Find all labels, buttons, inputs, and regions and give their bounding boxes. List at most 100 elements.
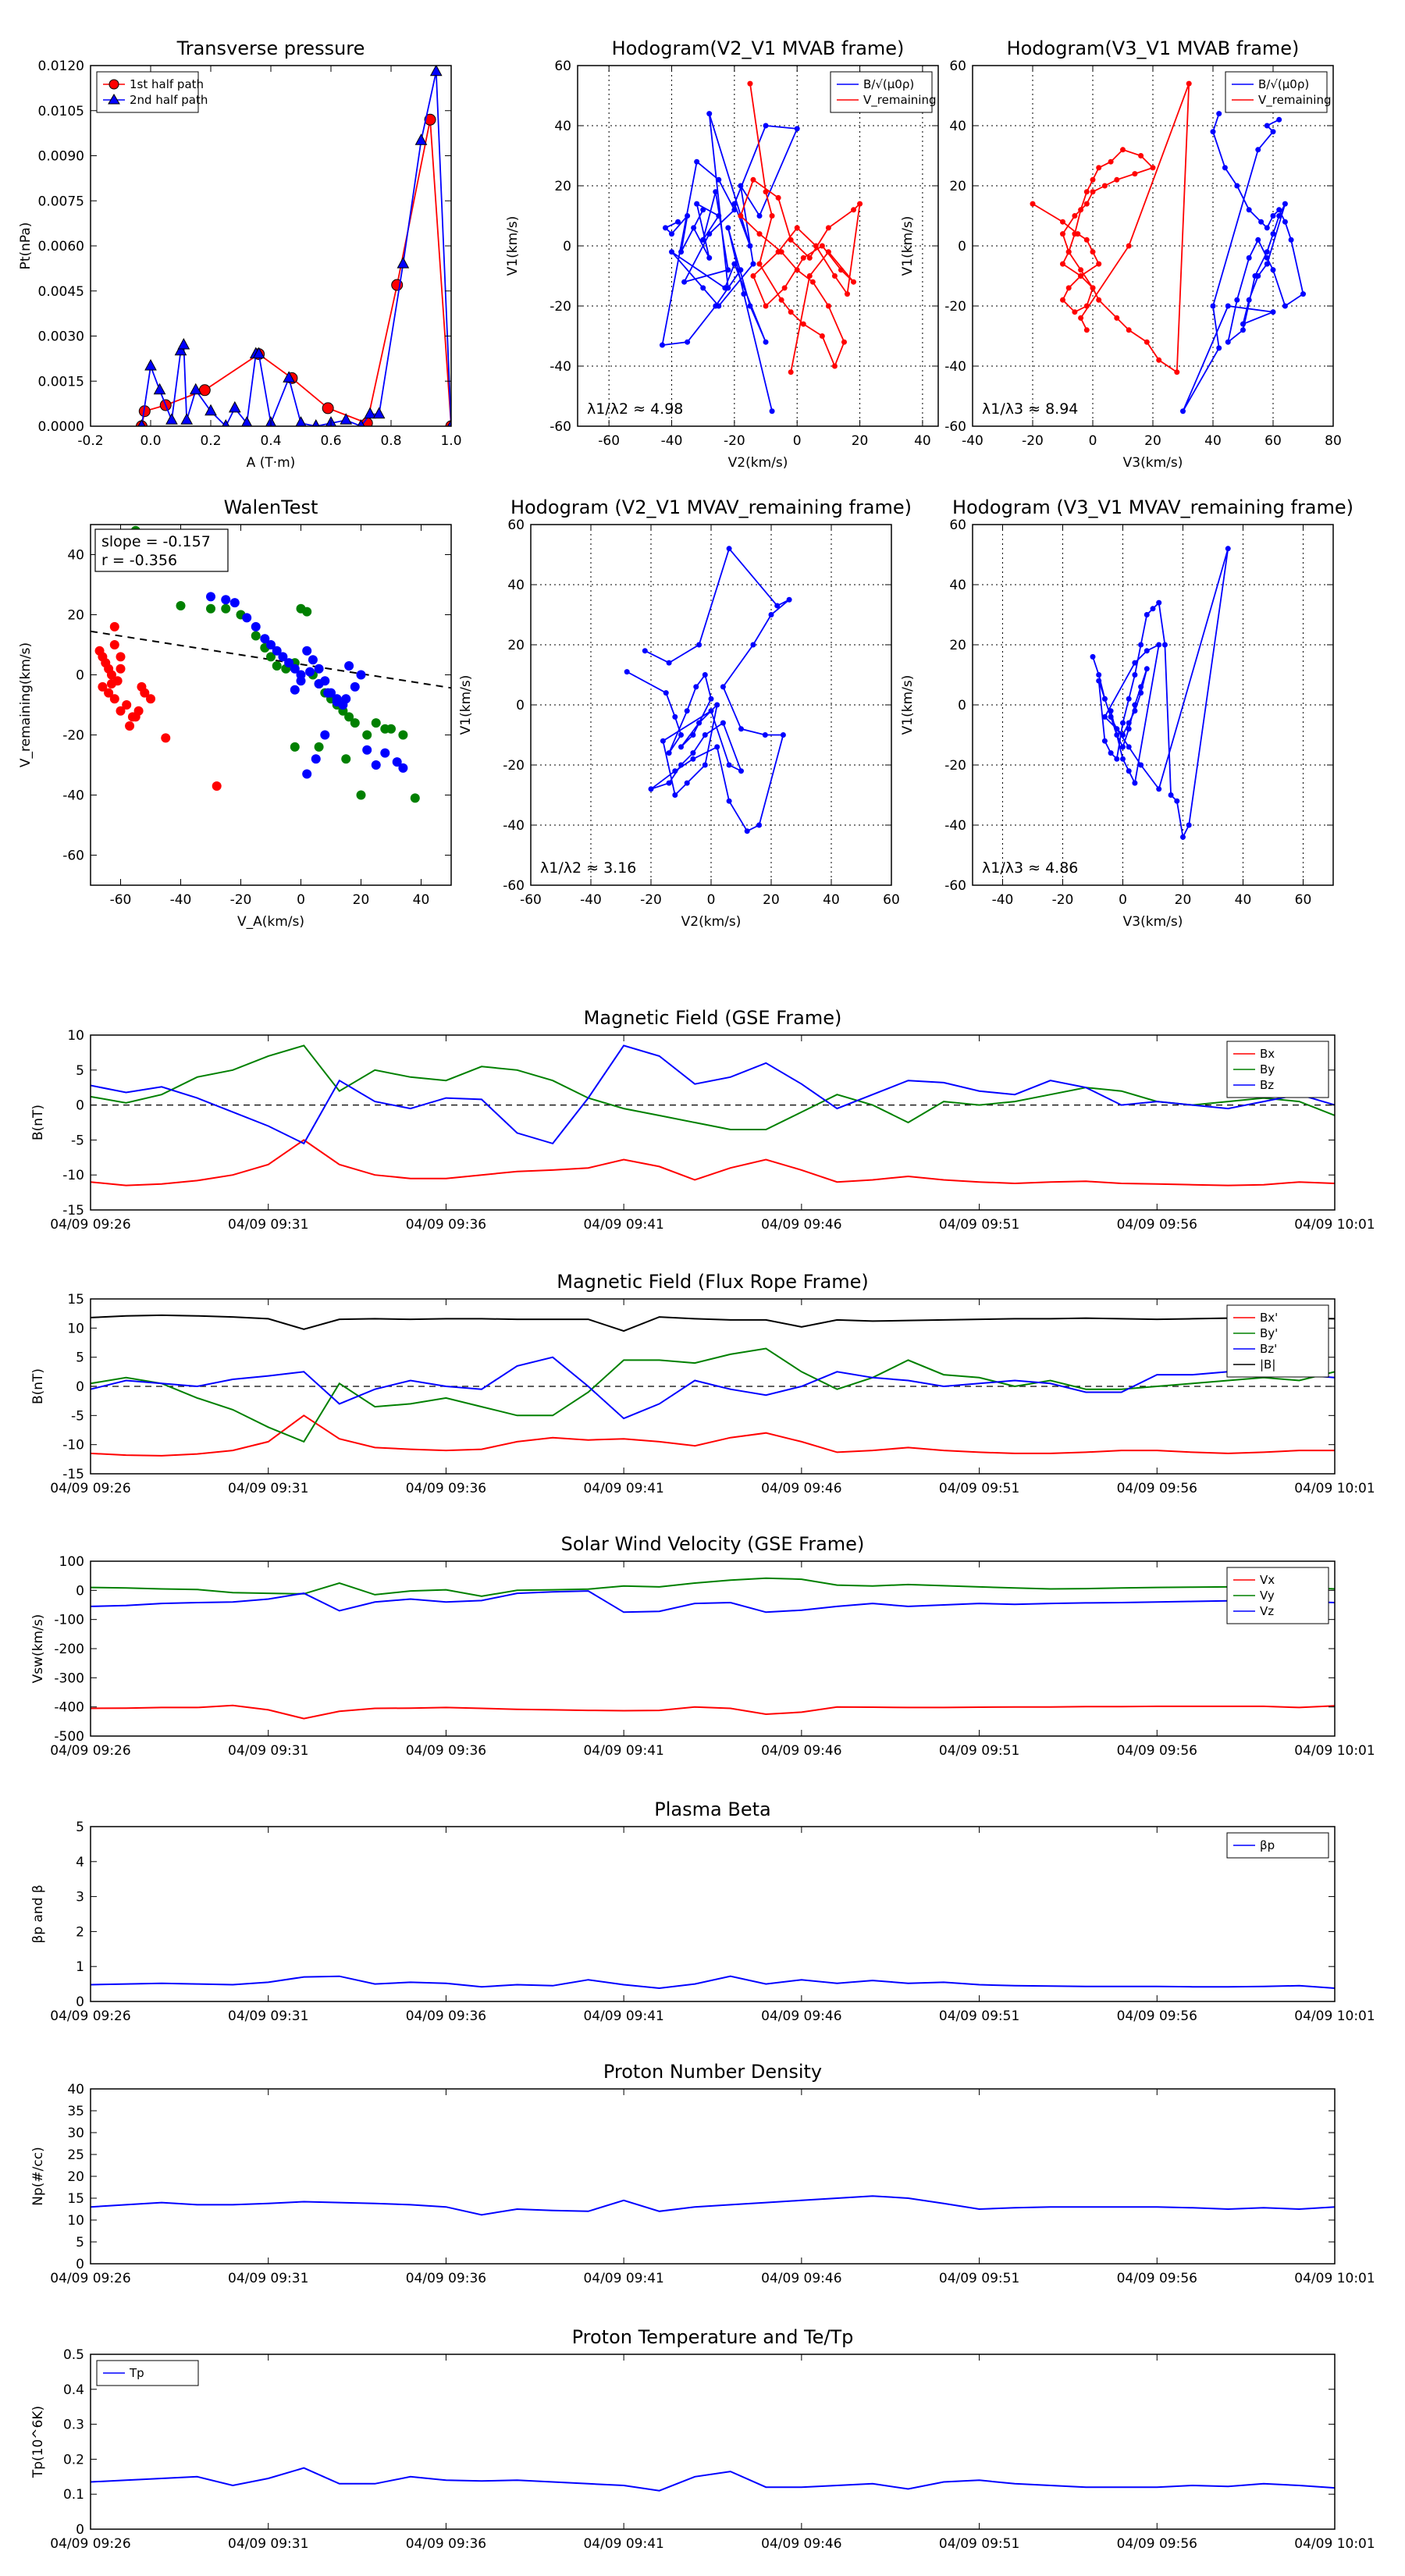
y-tick-label: 15	[67, 1292, 84, 1308]
y-tick-label: 25	[67, 2147, 84, 2163]
data-point	[716, 303, 722, 309]
data-point	[1126, 768, 1132, 774]
data-point	[295, 416, 307, 426]
scatter-point	[109, 640, 119, 649]
y-axis-label: Pt(nPa)	[18, 222, 34, 270]
scatter-point	[125, 720, 135, 731]
data-point	[424, 113, 436, 126]
data-point	[1276, 207, 1282, 213]
data-point	[716, 213, 722, 219]
scatter-point	[386, 724, 396, 734]
scatter-point	[106, 679, 116, 689]
series-line-V_remaining	[1032, 83, 1190, 374]
series-line-By	[91, 1044, 1335, 1130]
scatter-point	[137, 681, 147, 692]
data-point	[747, 243, 753, 249]
series-group	[1090, 546, 1231, 840]
x-tick-label: 04/09 09:36	[406, 2271, 486, 2286]
data-point	[831, 363, 838, 369]
data-point	[1300, 291, 1306, 297]
scatter-point	[272, 646, 282, 656]
y-tick-label: -40	[550, 359, 571, 375]
scatter-point	[109, 621, 119, 632]
data-point	[1132, 702, 1138, 708]
y-tick-label: 2	[76, 1924, 84, 1940]
chart-hodogram-v3-v1-mvab: Hodogram(V3_V1 MVAB frame) -40 -20 0 20 40 60 8…	[900, 37, 1342, 471]
data-point	[1138, 153, 1144, 158]
scatter-point	[290, 742, 300, 752]
y-tick-label: 35	[67, 2104, 84, 2119]
x-tick-label: 60	[1264, 433, 1282, 449]
scatter-point	[305, 667, 315, 677]
scatter-point	[251, 631, 261, 641]
x-tick-label: 04/09 09:31	[228, 1481, 308, 1496]
data-point	[725, 267, 731, 273]
y-tick-label: 0.0015	[38, 374, 84, 390]
data-point	[1168, 792, 1174, 798]
data-point	[414, 133, 428, 145]
scatter-point	[344, 712, 354, 722]
legend-label: |B|	[1260, 1357, 1275, 1372]
data-point	[1126, 720, 1132, 726]
x-tick-label: -60	[110, 892, 132, 908]
scatter-point	[130, 712, 140, 722]
data-point	[1096, 297, 1102, 303]
x-tick-label: 04/09 09:36	[406, 1481, 486, 1496]
scatter-point	[266, 652, 276, 662]
x-axis-label: V3(km/s)	[1123, 914, 1183, 930]
data-point	[681, 279, 688, 285]
scatter-point	[341, 754, 351, 764]
x-tick-label: 40	[823, 892, 840, 908]
series-line-0	[1092, 548, 1229, 840]
x-tick-label: 04/09 09:41	[583, 2271, 663, 2286]
x-tick-label: 04/09 09:51	[939, 1217, 1019, 1233]
x-tick-label: -40	[992, 892, 1014, 908]
fit-annotation: slope = -0.157 r = -0.356	[94, 528, 229, 572]
data-point	[1083, 303, 1090, 309]
x-tick-label: 04/09 09:26	[50, 2536, 130, 2552]
x-tick-label: 0	[707, 892, 716, 908]
series-line-By'	[91, 1347, 1335, 1443]
y-tick-label: 100	[59, 1554, 84, 1570]
data-point	[174, 343, 187, 356]
y-tick-label: -60	[62, 849, 84, 864]
legend-box	[96, 71, 199, 113]
data-point	[768, 612, 774, 617]
x-tick-label: 04/09 09:46	[761, 2008, 841, 2024]
y-axis-label: V_remaining(km/s)	[18, 642, 34, 767]
data-point	[756, 231, 763, 237]
data-point	[678, 744, 684, 750]
y-tick-label: 0	[958, 698, 966, 713]
data-point	[690, 750, 696, 756]
scatter-point	[323, 688, 333, 698]
scatter-point	[206, 603, 215, 614]
series-group	[91, 1044, 1335, 1187]
data-point	[1240, 327, 1246, 333]
chart-title: Hodogram (V3_V1 MVAV_remaining frame)	[952, 496, 1353, 518]
chart-hodogram-v2-v1-mvab: Hodogram(V2_V1 MVAB frame) -60 -40 -20 0 20 40…	[505, 37, 939, 471]
data-point	[1186, 822, 1192, 828]
x-tick-label: -40	[962, 433, 984, 449]
x-tick-label: 04/09 09:41	[583, 2536, 663, 2552]
y-tick-label: 0.0045	[38, 284, 84, 300]
data-point	[1216, 345, 1222, 351]
scatter-point	[284, 658, 294, 668]
legend-label: Vy	[1260, 1589, 1275, 1603]
data-point	[1225, 339, 1231, 345]
y-tick-label: 5	[76, 1350, 84, 1366]
scatter-point	[410, 793, 420, 803]
y-axis-label: Np(#/cc)	[30, 2147, 46, 2205]
y-tick-label: 0.2	[63, 2452, 84, 2467]
scatter-point	[302, 607, 312, 617]
scatter-point	[290, 664, 300, 674]
y-tick-label: 0	[76, 668, 84, 684]
legend-label: Tp	[129, 2366, 144, 2380]
x-tick-label: 40	[914, 433, 931, 449]
data-point	[1138, 684, 1144, 690]
data-point	[666, 750, 672, 756]
data-point	[708, 696, 714, 702]
scatter-point	[290, 685, 300, 695]
data-point	[1264, 261, 1270, 267]
y-tick-label: 0.3	[63, 2418, 84, 2433]
x-tick-label: 04/09 09:31	[228, 2536, 308, 2552]
